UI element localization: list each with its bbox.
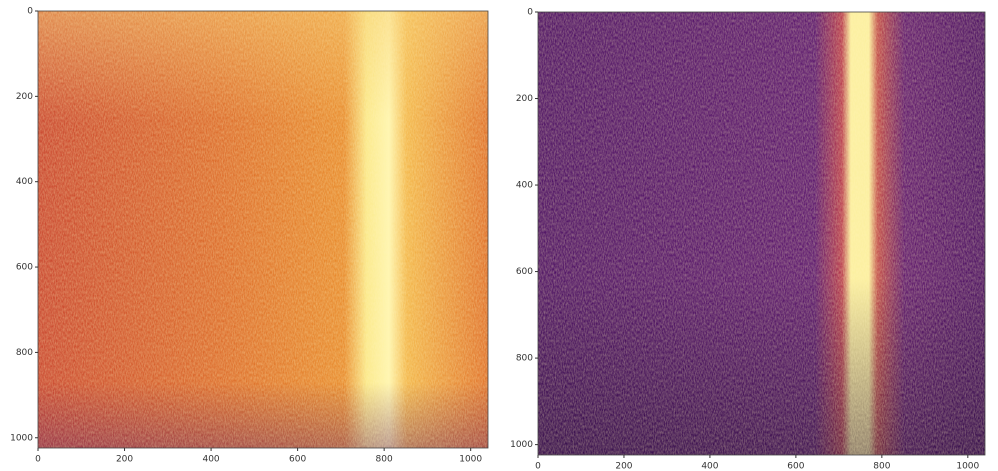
axes-frame [37, 10, 489, 449]
x-tick-label: 200 [116, 455, 133, 465]
x-tick-label: 0 [35, 455, 41, 465]
y-tick-label: 800 [516, 354, 533, 364]
x-tick-label: 0 [535, 462, 541, 471]
x-tick-label: 400 [701, 462, 718, 471]
y-tick-label: 600 [516, 267, 533, 277]
axes-frame [537, 11, 986, 456]
x-tick-label: 800 [376, 455, 393, 465]
y-tick-label: 800 [16, 348, 33, 358]
y-tick-label: 1000 [510, 440, 533, 450]
y-tick-label: 400 [16, 177, 33, 187]
y-tick-label: 0 [527, 8, 533, 18]
x-tick-label: 600 [787, 462, 804, 471]
y-tick-label: 600 [16, 263, 33, 273]
x-tick-label: 1000 [956, 462, 979, 471]
y-tick-label: 400 [516, 181, 533, 191]
y-tick-label: 200 [516, 94, 533, 104]
x-tick-label: 1000 [459, 455, 482, 465]
image-noise [38, 11, 488, 448]
y-tick-label: 200 [16, 92, 33, 102]
x-tick-label: 200 [615, 462, 632, 471]
y-tick-label: 0 [27, 7, 33, 17]
y-tick-label: 1000 [10, 433, 33, 443]
x-tick-label: 600 [289, 455, 306, 465]
x-tick-label: 400 [202, 455, 219, 465]
image-noise [538, 12, 985, 455]
x-tick-label: 800 [873, 462, 890, 471]
